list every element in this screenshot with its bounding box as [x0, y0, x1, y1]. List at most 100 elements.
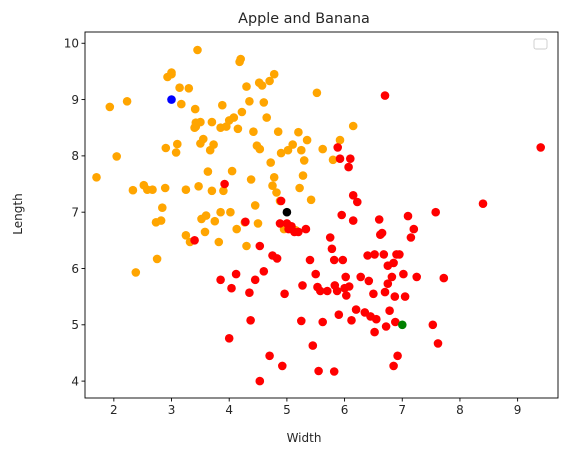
scatter-point: [253, 219, 263, 228]
scatter-point: [131, 268, 141, 277]
scatter-point: [233, 124, 243, 134]
scatter-point: [370, 250, 379, 259]
scatter-point: [318, 144, 328, 154]
scatter-point: [348, 216, 358, 225]
scatter-point: [160, 183, 170, 193]
scatter-point: [297, 316, 306, 326]
scatter-point: [181, 185, 191, 194]
scatter-point: [398, 320, 407, 330]
scatter-point: [391, 317, 400, 327]
scatter-point: [282, 207, 292, 217]
scatter-point: [266, 158, 276, 167]
scatter-point: [338, 255, 348, 265]
scatter-point: [328, 155, 338, 165]
legend-box: [533, 38, 548, 50]
scatter-point: [209, 140, 218, 149]
scatter-point: [161, 143, 171, 153]
scatter-point: [276, 196, 286, 206]
scatter-point: [334, 310, 344, 320]
scatter-point: [194, 182, 203, 191]
scatter-point: [295, 183, 304, 193]
scatter-point: [181, 231, 191, 240]
scatter-point: [171, 148, 181, 157]
scatter-point: [218, 100, 227, 110]
scatter-point: [348, 121, 358, 131]
scatter-point: [351, 305, 361, 314]
scatter-point: [255, 241, 265, 251]
plot-marks: [92, 45, 545, 386]
scatter-point: [227, 166, 237, 176]
scatter-point: [387, 272, 397, 282]
scatter-point: [406, 233, 416, 242]
scatter-point: [231, 269, 241, 279]
scatter-point: [341, 272, 351, 282]
scatter-point: [312, 88, 322, 98]
scatter-point: [344, 282, 354, 291]
scatter-point: [112, 152, 121, 161]
scatter-point: [348, 191, 358, 200]
scatter-point: [301, 224, 311, 234]
scatter-point: [399, 269, 408, 279]
scatter-point: [393, 351, 402, 361]
scatter-point: [224, 334, 234, 343]
x-tick-label: 4: [225, 403, 233, 417]
scatter-point: [372, 314, 381, 324]
scatter-point: [311, 269, 321, 279]
scatter-point: [400, 292, 410, 301]
chart-title: Apple and Banana: [238, 11, 370, 27]
y-axis-ticks: 4 5 6 7 8 9 10: [64, 37, 85, 388]
x-axis-label: Width: [287, 431, 322, 445]
x-tick-label: 5: [283, 403, 291, 417]
scatter-point: [232, 224, 241, 234]
scatter-point: [374, 215, 384, 224]
scatter-point: [280, 289, 289, 299]
scatter-point: [122, 97, 132, 106]
scatter-point: [332, 286, 342, 296]
scatter-point: [403, 211, 413, 221]
scatter-point: [344, 162, 353, 172]
scatter-point: [236, 54, 245, 64]
scatter-point: [156, 216, 166, 225]
scatter-point: [245, 288, 254, 298]
scatter-point: [173, 139, 182, 149]
scatter-point: [478, 199, 488, 208]
scatter-point: [298, 281, 307, 290]
scatter-point: [219, 186, 228, 196]
scatter-point: [314, 366, 323, 376]
scatter-point: [272, 188, 281, 197]
scatter-point: [379, 250, 389, 259]
scatter-point: [214, 237, 224, 247]
scatter-point: [329, 367, 339, 376]
scatter-point: [229, 113, 239, 122]
scatter-point: [381, 322, 391, 331]
scatter-point: [227, 283, 236, 293]
scatter-point: [431, 207, 441, 217]
scatter-point: [105, 102, 115, 112]
scatter-point: [257, 81, 267, 90]
scatter-point: [242, 82, 251, 91]
scatter-point: [329, 255, 339, 265]
scatter-point: [148, 185, 157, 194]
scatter-point: [269, 69, 279, 79]
scatter-point: [380, 91, 390, 100]
y-tick-label: 4: [71, 374, 79, 388]
y-tick-label: 8: [71, 149, 79, 163]
scatter-point: [220, 179, 229, 189]
scatter-point: [298, 171, 308, 180]
scatter-point: [193, 45, 202, 55]
scatter-point: [249, 127, 258, 136]
scatter-point: [201, 211, 211, 220]
scatter-point: [297, 145, 306, 155]
y-axis-label: Length: [11, 193, 25, 234]
scatter-point: [262, 113, 272, 122]
scatter-point: [273, 127, 283, 136]
scatter-point: [308, 341, 318, 350]
scatter-point: [294, 127, 303, 137]
scatter-point: [207, 186, 217, 196]
scatter-point: [439, 273, 449, 283]
scatter-point: [265, 351, 274, 361]
scatter-point: [184, 84, 194, 93]
scatter-point: [259, 267, 269, 276]
scatter-point: [335, 154, 345, 163]
